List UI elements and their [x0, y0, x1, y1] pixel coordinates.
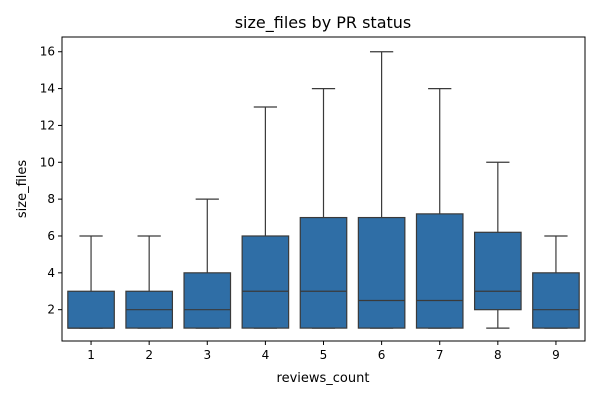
- y-axis: 2 4 6 8 10 12 14 16: [40, 45, 62, 317]
- box-9: [532, 235, 580, 329]
- box-6: [357, 51, 406, 329]
- box-7: [415, 87, 464, 329]
- box-2: [125, 235, 174, 329]
- y-tick-label: 10: [40, 155, 55, 169]
- y-tick-label: 6: [47, 229, 55, 243]
- iqr-box: [415, 213, 464, 329]
- y-tick-label: 8: [47, 192, 55, 206]
- iqr-box: [67, 290, 115, 329]
- iqr-box: [299, 216, 348, 329]
- x-tick-label: 2: [145, 348, 153, 362]
- x-tick-label: 7: [436, 348, 444, 362]
- box-series: [67, 51, 580, 329]
- box-5: [299, 87, 348, 329]
- y-tick-label: 2: [47, 303, 55, 317]
- iqr-box: [473, 231, 522, 311]
- x-tick-label: 3: [203, 348, 211, 362]
- y-tick-label: 14: [40, 82, 55, 96]
- box-8: [473, 161, 522, 329]
- x-tick-label: 1: [87, 348, 95, 362]
- x-tick-label: 9: [552, 348, 560, 362]
- plot-frame: [61, 36, 586, 342]
- x-tick-label: 8: [494, 348, 502, 362]
- x-tick-label: 5: [320, 348, 328, 362]
- x-tick-label: 4: [262, 348, 270, 362]
- box-3: [183, 198, 232, 329]
- x-axis: 1 2 3 4 5 6 7 8 9: [87, 341, 560, 362]
- y-tick-label: 16: [40, 45, 55, 59]
- iqr-box: [357, 216, 406, 329]
- chart-title: size_files by PR status: [235, 13, 412, 33]
- iqr-box: [183, 272, 232, 329]
- y-axis-label: size_files: [15, 160, 30, 219]
- x-axis-label: reviews_count: [277, 371, 370, 386]
- y-tick-label: 4: [47, 266, 55, 280]
- y-tick-label: 12: [40, 118, 55, 132]
- box-4: [241, 106, 290, 329]
- box-1: [67, 235, 115, 329]
- x-tick-label: 6: [378, 348, 386, 362]
- iqr-box: [241, 235, 290, 329]
- iqr-box: [532, 272, 580, 329]
